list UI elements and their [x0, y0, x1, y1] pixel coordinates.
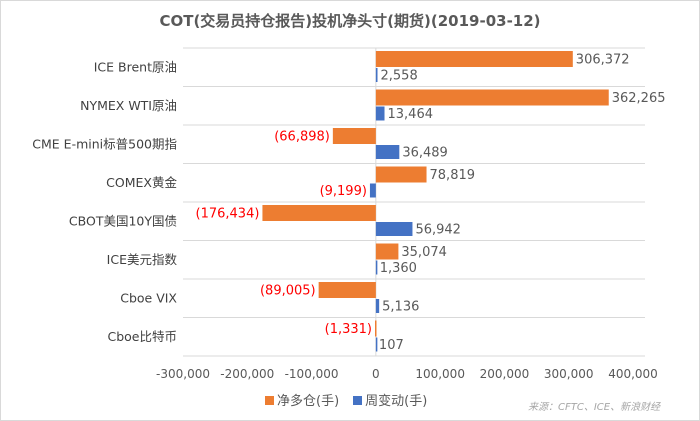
bar-weekly-change: [369, 183, 376, 198]
category-label: Cboe比特币: [107, 329, 177, 344]
data-label: (176,434): [196, 207, 260, 222]
data-label: 78,819: [430, 168, 476, 183]
category-label: NYMEX WTI原油: [80, 98, 177, 113]
bar-net-long: [375, 166, 427, 183]
data-label: 35,074: [401, 245, 447, 260]
legend: 净多仓(手) 周变动(手): [265, 390, 427, 409]
data-label: (9,199): [320, 184, 367, 199]
data-label: 362,265: [612, 91, 666, 106]
bar-weekly-change: [375, 260, 378, 275]
x-tick-label: 200,000: [480, 367, 530, 381]
legend-item-weekly-change: 周变动(手): [353, 390, 427, 409]
bar-net-long: [375, 320, 377, 337]
x-tick-label: 0: [372, 367, 380, 381]
bar-weekly-change: [375, 68, 378, 82]
legend-label: 净多仓(手): [277, 394, 340, 409]
bar-net-long: [318, 282, 376, 298]
bar-net-long: [375, 89, 609, 106]
bar-net-long: [375, 51, 573, 67]
bar-weekly-change: [375, 106, 385, 121]
bar-weekly-change: [375, 299, 380, 313]
source-note: 来源：CFTC、ICE、新浪财经: [528, 402, 661, 413]
data-label: 36,489: [402, 146, 448, 161]
data-label: (89,005): [260, 284, 316, 299]
bar-net-long: [262, 205, 376, 221]
x-tick-label: -100,000: [285, 367, 339, 381]
bar-weekly-change: [375, 222, 413, 236]
chart-title: COT(交易员持仓报告)投机净头寸(期货)(2019-03-12): [159, 12, 541, 30]
data-label: (1,331): [325, 322, 372, 337]
data-label: 107: [379, 338, 404, 353]
category-label: COMEX黄金: [106, 175, 177, 190]
category-label: CBOT美国10Y国债: [69, 213, 177, 228]
category-label: ICE Brent原油: [94, 59, 177, 74]
data-label: 5,136: [382, 300, 419, 315]
x-tick-label: 400,000: [608, 367, 658, 381]
legend-label: 周变动(手): [365, 394, 428, 409]
data-label: 56,942: [415, 223, 461, 238]
category-label: ICE美元指数: [107, 252, 178, 267]
x-tick-label: 100,000: [415, 367, 465, 381]
legend-swatch-orange: [265, 396, 274, 405]
bar-net-long: [375, 243, 399, 260]
legend-item-net-long: 净多仓(手): [265, 390, 339, 409]
data-label: (66,898): [274, 130, 330, 145]
bar-net-long: [332, 128, 376, 144]
x-tick-label: -200,000: [220, 367, 274, 381]
data-label: 306,372: [576, 53, 630, 68]
x-tick-label: -300,000: [156, 367, 210, 381]
data-label: 2,558: [381, 69, 418, 84]
bar-weekly-change: [375, 145, 400, 159]
legend-swatch-blue: [353, 396, 363, 405]
category-label: CME E-mini标普500期指: [32, 136, 177, 151]
data-label: 13,464: [388, 107, 434, 122]
x-tick-label: 300,000: [544, 367, 594, 381]
data-label: 1,360: [380, 261, 417, 276]
bar-weekly-change: [375, 337, 378, 352]
category-label: Cboe VIX: [120, 290, 177, 305]
